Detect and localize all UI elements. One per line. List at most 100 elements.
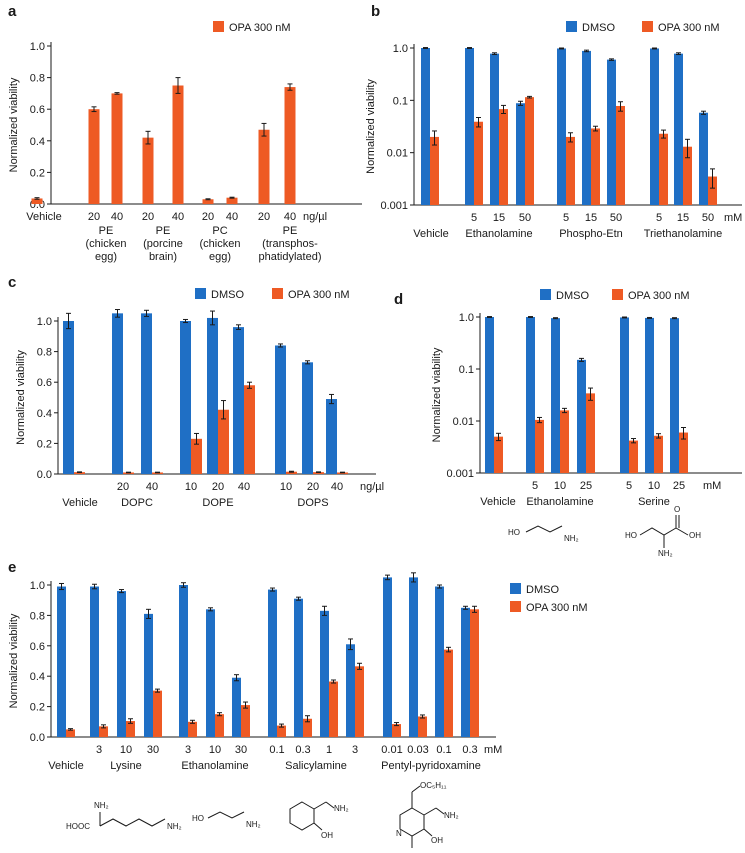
pyridoxamine-oh: OH [431, 836, 443, 845]
x-category-label: 5 [656, 212, 662, 224]
x-group-label: Vehicle [413, 228, 448, 240]
opa-bar [392, 724, 401, 737]
legend-swatch-dmso [195, 288, 206, 299]
dmso-bar [112, 313, 123, 474]
dmso-bar [557, 48, 566, 205]
opa-bar [355, 666, 364, 737]
y-tick-label: 1.0 [30, 41, 45, 53]
dmso-bar [620, 317, 629, 473]
legend-label-opa: OPA 300 nM [526, 602, 588, 614]
opa-bar [586, 393, 595, 473]
opa-bar [142, 137, 154, 204]
dmso-bar [674, 53, 683, 205]
ethanolamine-ho-d: HO [508, 528, 520, 537]
dmso-bar [650, 48, 659, 205]
y-tick-label: 0.2 [30, 167, 45, 179]
panel-label-a: a [8, 3, 17, 20]
x-category-label: 30 [235, 744, 247, 756]
x-group-label: PE [283, 225, 298, 237]
x-category-label: 10 [554, 480, 566, 492]
panel-d: d 0.001 0.01 0.1 1.0 Normalized viability 5 10… [394, 289, 742, 508]
x-category-label: 15 [585, 212, 597, 224]
x-category-label: 15 [677, 212, 689, 224]
serine-o: O [674, 505, 680, 514]
y-tick-label: 0.6 [37, 377, 52, 389]
opa-bar [218, 409, 229, 474]
unit-label: ng/µl [360, 481, 384, 493]
opa-bar [258, 129, 270, 204]
x-category-label: 40 [284, 211, 296, 223]
pyridoxamine-pentoxy: OC₅H₁₁ [420, 781, 447, 790]
dmso-bar [582, 50, 591, 205]
x-category-label: 25 [673, 480, 685, 492]
x-group-label: Ethanolamine [181, 760, 248, 772]
legend-swatch-opa [213, 21, 224, 32]
ethanolamine-nh2-d: NH₂ [564, 534, 579, 543]
x-category-label: 20 [258, 211, 270, 223]
legend-swatch-opa [510, 601, 521, 612]
opa-bar [303, 718, 312, 737]
panel-c: c 0.0 0.2 0.4 0.6 0.8 1.0 Normalized viability… [8, 274, 384, 509]
lysine-structure: NH₂ HOOC NH₂ [66, 801, 182, 831]
lysine-alpha-nh2: NH₂ [94, 801, 109, 810]
pyridoxamine-n: N [396, 829, 402, 838]
y-tick-label: 0.4 [30, 136, 45, 148]
y-tick-label: 0.2 [30, 702, 45, 714]
x-category-label: 0.1 [436, 744, 451, 756]
ethanolamine-structure-d: HO NH₂ [508, 525, 579, 543]
opa-bar [215, 714, 224, 737]
x-group-label: DOPE [202, 497, 233, 509]
x-category-label: 5 [532, 480, 538, 492]
dmso-bar [461, 607, 470, 737]
x-category-label: 50 [519, 212, 531, 224]
opa-bar [535, 419, 544, 473]
y-tick-label: 0.4 [37, 408, 52, 420]
panel-label-e: e [8, 559, 16, 576]
dmso-bar [294, 598, 303, 737]
x-group-label: Salicylamine [285, 760, 347, 772]
y-axis-title: Normalized viability [8, 613, 20, 708]
ethanolamine-structure-e: HO NH₂ [192, 811, 261, 829]
x-category-label: 3 [96, 744, 102, 756]
serine-oh: OH [689, 531, 701, 540]
x-category-label: 20 [202, 211, 214, 223]
x-category-label: 25 [580, 480, 592, 492]
dmso-bar [180, 321, 191, 474]
y-tick-label: 0.01 [387, 148, 408, 160]
x-category-label: 40 [111, 211, 123, 223]
x-group-label: Vehicle [48, 760, 83, 772]
dmso-bar [409, 577, 418, 737]
x-category-label: 50 [702, 212, 714, 224]
panel-label-d: d [394, 291, 403, 308]
y-tick-label: 0.0 [30, 732, 45, 744]
dmso-bar [232, 677, 241, 737]
legend-label-opa: OPA 300 nM [628, 290, 690, 302]
x-category-label: 10 [280, 481, 292, 493]
legend-swatch-opa [612, 289, 623, 300]
panel-e: e 0.0 0.2 0.4 0.6 0.8 1.0 Normalized viability… [8, 559, 588, 772]
opa-bar [659, 133, 668, 205]
x-category-label: 30 [147, 744, 159, 756]
lysine-epsilon-nh2: NH₂ [167, 822, 182, 831]
x-category-label: 40 [226, 211, 238, 223]
x-category-label: 3 [352, 744, 358, 756]
serine-ho: HO [625, 531, 637, 540]
salicylamine-structure: NH₂ OH [289, 801, 349, 840]
legend-swatch-dmso [510, 583, 521, 594]
panel-label-c: c [8, 274, 16, 291]
opa-bar [494, 436, 503, 473]
opa-bar [708, 176, 717, 205]
x-group-label: Vehicle [480, 496, 515, 508]
x-group-label: PE [99, 225, 114, 237]
x-group-label: Lysine [110, 760, 141, 772]
y-tick-label: 1.0 [393, 43, 408, 55]
dmso-bar [465, 48, 474, 205]
dmso-bar [206, 609, 215, 737]
opa-bar [284, 87, 296, 204]
unit-label: ng/µl [303, 211, 327, 223]
x-group-label: egg) [209, 251, 231, 263]
x-category-label: 1 [326, 744, 332, 756]
dmso-bar [302, 362, 313, 474]
y-tick-label: 0.0 [37, 469, 52, 481]
opa-bar [591, 128, 600, 205]
